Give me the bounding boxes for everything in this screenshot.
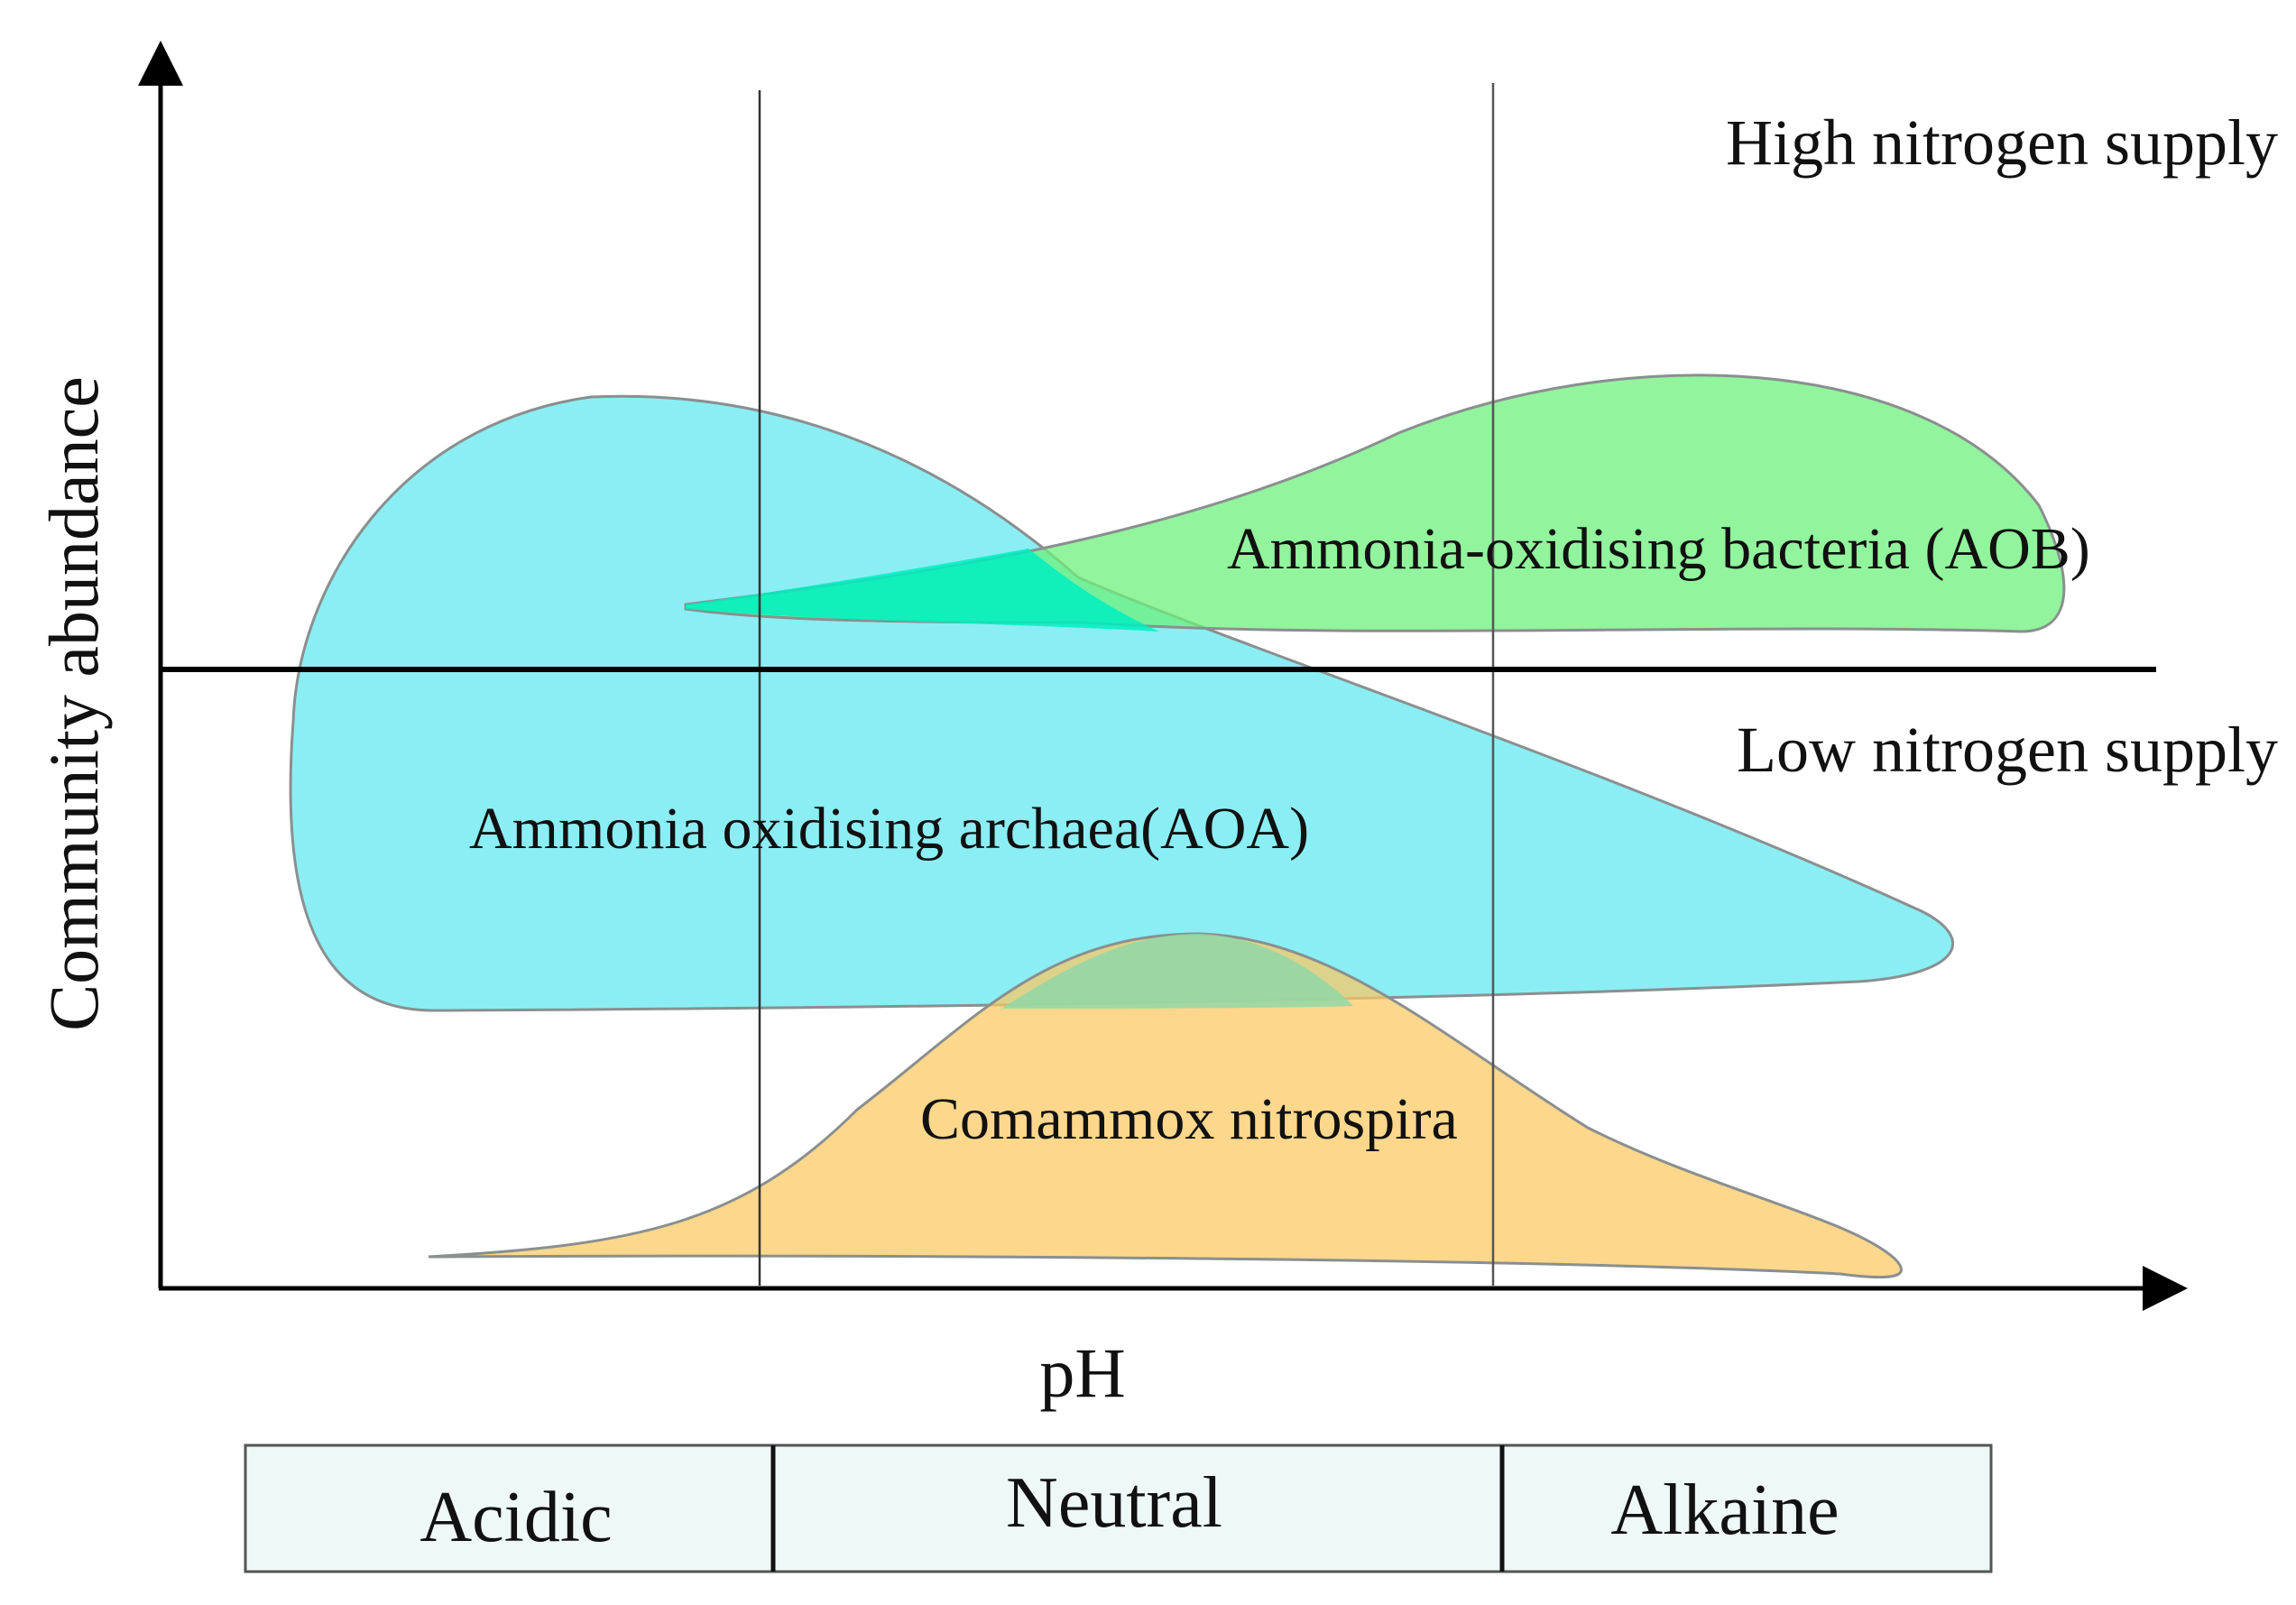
high-nitrogen-label: High nitrogen supply: [1726, 106, 2278, 179]
ph-band-acidic-box: [244, 1444, 775, 1573]
low-nitrogen-label: Low nitrogen supply: [1737, 714, 2278, 786]
aoa-comammox-overlap: [1001, 934, 1353, 1009]
aob-label: Ammonia-oxidising bacteria (AOB): [1227, 516, 2090, 582]
y-axis-label: Community abundance: [34, 376, 113, 1031]
aoa-aob-overlap: [686, 549, 1159, 632]
ph-band-alkaline: Alkaine: [1610, 1471, 1839, 1550]
ph-band-neutral: Neutral: [1006, 1463, 1222, 1543]
comammox-shape: [428, 932, 1903, 1279]
aoa-label: Ammonia oxidising archaea(AOA): [469, 796, 1309, 862]
ph-band-acidic: Acidic: [420, 1478, 612, 1557]
ph-category-bar: Acidic Neutral Alkaine: [244, 1444, 1993, 1573]
comammox-label: Comammox nitrospira: [920, 1086, 1458, 1152]
x-axis-label: pH: [1039, 1333, 1125, 1412]
